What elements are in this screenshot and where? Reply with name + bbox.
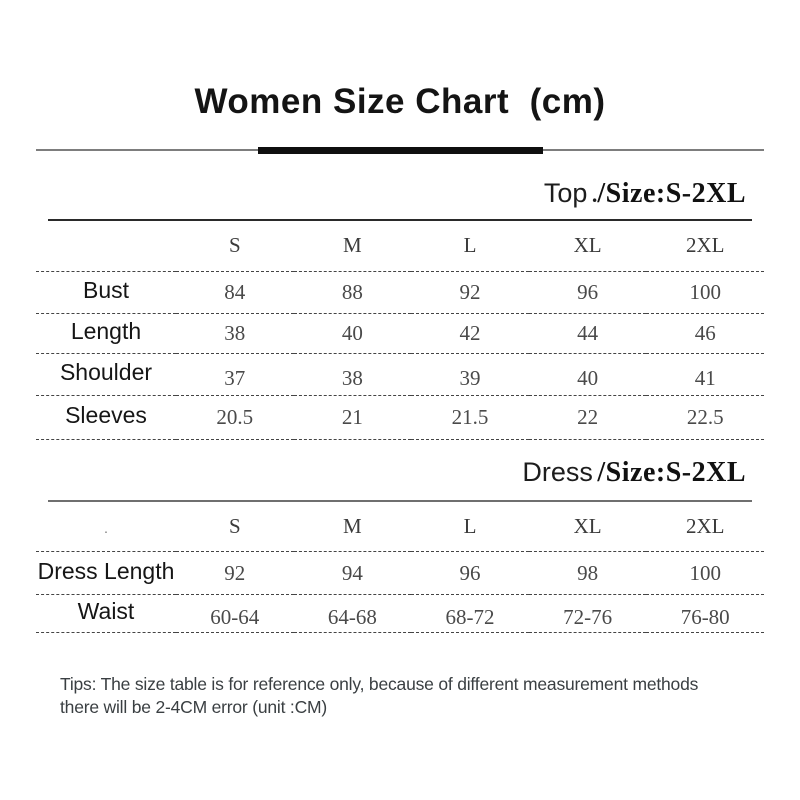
header-mark: . xyxy=(104,521,108,537)
top-table-header-row: S M L XL 2XL xyxy=(36,221,764,272)
size-value-cell: 100 xyxy=(646,551,764,595)
size-value-cell: 37 xyxy=(176,353,294,396)
size-value-cell: 68-72 xyxy=(411,594,529,633)
size-value-cell: 46 xyxy=(646,313,764,354)
top-size-range: /Size:S-2XL xyxy=(597,178,746,209)
size-value-cell: 64-68 xyxy=(293,594,412,633)
size-value-cell: 60-64 xyxy=(176,594,294,633)
tips-line-2: there will be 2-4CM error (unit :CM) xyxy=(60,697,328,717)
size-value-cell: 100 xyxy=(646,271,764,314)
size-value-cell: 92 xyxy=(176,551,294,595)
divider-line-left xyxy=(36,149,258,151)
size-value-cell: 21 xyxy=(293,395,412,440)
col-header-xl: XL xyxy=(528,221,647,272)
top-size-table: S M L XL 2XL Bust 84 88 92 96 100 Length… xyxy=(36,221,764,440)
size-value-cell: 96 xyxy=(528,271,647,314)
size-value-cell: 96 xyxy=(411,551,529,595)
size-value-cell: 38 xyxy=(176,313,294,354)
dress-size-range: /Size:S-2XL xyxy=(597,456,746,488)
col-header-m: M xyxy=(293,501,412,552)
dress-section-heading: Dress /Size:S-2XL xyxy=(36,455,764,494)
row-label: Bust xyxy=(36,271,176,314)
table-row-bust: Bust 84 88 92 96 100 xyxy=(36,271,764,314)
row-label: Sleeves xyxy=(36,395,176,440)
size-value-cell: 72-76 xyxy=(528,594,647,633)
col-header-xl: XL xyxy=(528,501,647,552)
tips-note: Tips: The size table is for reference on… xyxy=(60,673,760,719)
size-value-cell: 38 xyxy=(293,353,412,396)
dress-table-header-row: . S M L XL 2XL xyxy=(36,501,764,552)
col-header-l: L xyxy=(411,221,529,272)
title-divider xyxy=(36,146,764,154)
size-value-cell: 92 xyxy=(411,271,529,314)
col-header-m: M xyxy=(293,221,412,272)
table-row-length: Length 38 40 42 44 46 xyxy=(36,313,764,354)
tips-line-1: Tips: The size table is for reference on… xyxy=(60,674,699,694)
size-value-cell: 88 xyxy=(293,271,412,314)
top-section-heading: Top ./Size:S-2XL xyxy=(36,176,764,215)
size-value-cell: 40 xyxy=(528,353,647,396)
dress-size-table: . S M L XL 2XL Dress Length 92 94 96 98 … xyxy=(36,501,764,633)
col-header-s: S xyxy=(176,221,294,272)
size-value-cell: 39 xyxy=(411,353,529,396)
size-value-cell: 20.5 xyxy=(176,395,294,440)
size-value-cell: 41 xyxy=(646,353,764,396)
top-heading-dot: . xyxy=(591,182,598,207)
table-row-dress-length: Dress Length 92 94 96 98 100 xyxy=(36,551,764,595)
size-value-cell: 44 xyxy=(528,313,647,354)
divider-line-right xyxy=(542,149,764,151)
size-value-cell: 21.5 xyxy=(411,395,529,440)
header-spacer-cell xyxy=(36,221,176,272)
divider-bar xyxy=(257,146,543,154)
col-header-2xl: 2XL xyxy=(646,221,764,272)
size-value-cell: 22.5 xyxy=(646,395,764,440)
table-row-waist: Waist 60-64 64-68 68-72 72-76 76-80 xyxy=(36,594,764,633)
header-spacer-cell: . xyxy=(36,501,176,552)
size-value-cell: 40 xyxy=(293,313,412,354)
col-header-l: L xyxy=(411,501,529,552)
row-label: Waist xyxy=(36,594,176,633)
size-value-cell: 22 xyxy=(528,395,647,440)
dress-section-label: Dress xyxy=(522,456,593,487)
size-value-cell: 42 xyxy=(411,313,529,354)
table-row-shoulder: Shoulder 37 38 39 40 41 xyxy=(36,353,764,396)
size-value-cell: 98 xyxy=(528,551,647,595)
row-label: Length xyxy=(36,313,176,354)
row-label: Shoulder xyxy=(36,353,176,396)
page-title: Women Size Chart (cm) xyxy=(194,82,606,121)
top-section-label: Top xyxy=(543,178,588,208)
size-value-cell: 94 xyxy=(293,551,412,595)
row-label: Dress Length xyxy=(36,551,176,595)
dress-section-rule xyxy=(48,499,752,502)
top-section-rule xyxy=(48,219,752,221)
col-header-2xl: 2XL xyxy=(646,501,764,552)
size-value-cell: 84 xyxy=(176,271,294,314)
size-value-cell: 76-80 xyxy=(646,594,764,633)
table-row-sleeves: Sleeves 20.5 21 21.5 22 22.5 xyxy=(36,395,764,440)
col-header-s: S xyxy=(176,501,294,552)
